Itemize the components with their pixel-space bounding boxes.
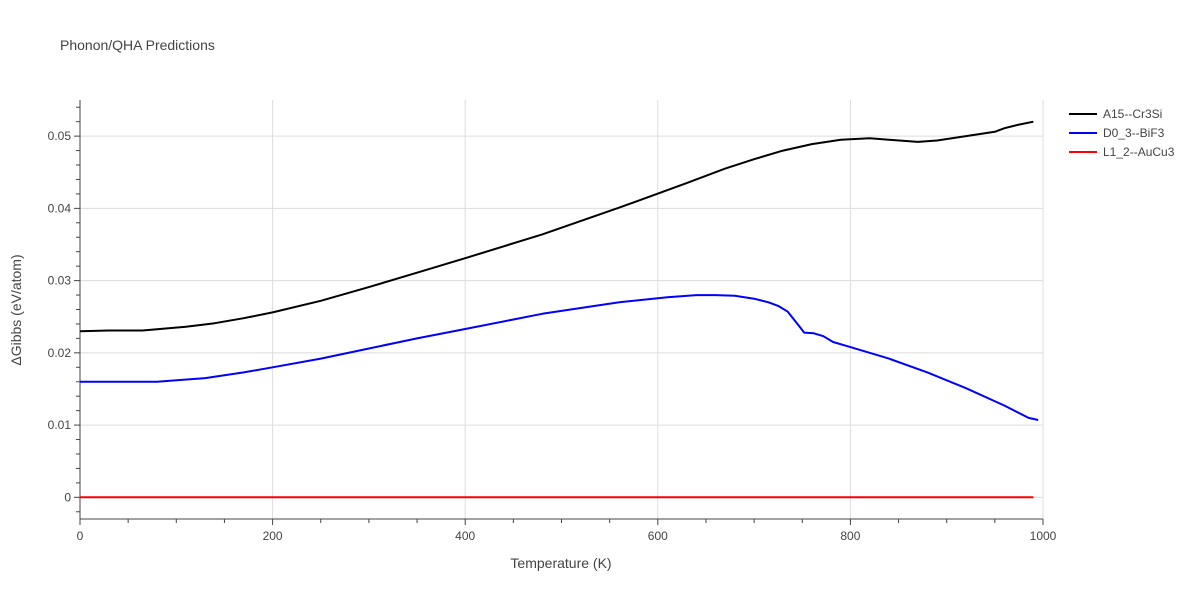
legend-label: D0_3--BiF3 (1103, 126, 1165, 140)
y-tick-label: 0.05 (48, 129, 72, 143)
x-axis-title: Temperature (K) (510, 555, 611, 571)
y-tick-label: 0.04 (48, 201, 72, 215)
legend-label: A15--Cr3Si (1103, 107, 1162, 121)
x-tick-label: 1000 (1030, 529, 1057, 543)
y-tick-label: 0.01 (48, 418, 72, 432)
series-line-A15--Cr3Si (79, 120, 1034, 333)
chart-title: Phonon/QHA Predictions (60, 37, 215, 53)
y-tick-label: 0.02 (48, 346, 72, 360)
legend-label: L1_2--AuCu3 (1103, 145, 1175, 159)
axes (79, 100, 1043, 520)
y-tick-label: 0.03 (48, 274, 72, 288)
legend: A15--Cr3Si D0_3--BiF3 L1_2--AuCu3 (1069, 107, 1175, 159)
x-axis-ticks: 0 200 400 600 800 1000 (77, 519, 1057, 543)
y-axis-title: ΔGibbs (eV/atom) (8, 254, 24, 365)
series-lines (79, 120, 1039, 499)
y-axis-ticks: 0 0.01 0.02 0.03 0.04 0.05 (48, 106, 80, 513)
x-tick-label: 200 (263, 529, 283, 543)
x-tick-label: 600 (648, 529, 668, 543)
x-tick-label: 800 (840, 529, 860, 543)
grid (80, 100, 1044, 519)
x-tick-label: 0 (77, 529, 84, 543)
x-tick-label: 400 (455, 529, 475, 543)
series-line-D0_3--BiF3 (80, 294, 1039, 421)
y-tick-label: 0 (64, 490, 71, 504)
